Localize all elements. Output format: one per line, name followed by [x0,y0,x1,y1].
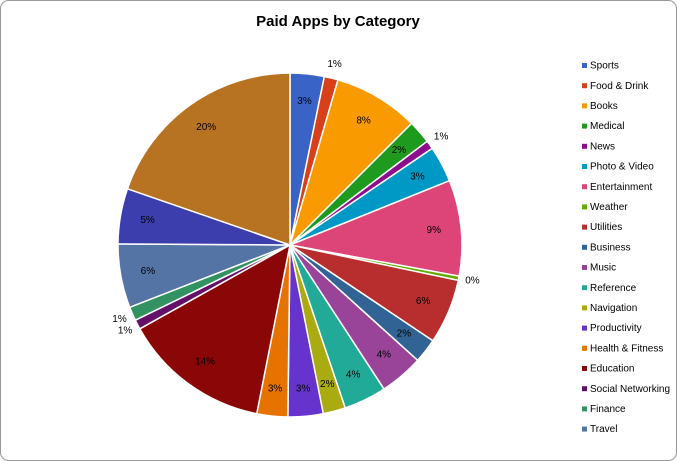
data-label: 3% [297,96,312,107]
legend-swatch [582,345,587,351]
legend-swatch [582,244,587,250]
legend-swatch [582,305,587,311]
legend-label: Photo & Video [590,162,654,173]
legend-label: Books [590,101,618,112]
legend-swatch [582,406,587,412]
legend-swatch [582,366,587,371]
legend-label: Weather [590,202,628,213]
legend-swatch [582,386,587,392]
legend-swatch [582,285,587,291]
data-label: 4% [377,350,392,361]
legend-swatch [582,204,587,210]
data-label: 20% [196,122,216,133]
data-label: 2% [392,145,407,156]
data-label: 9% [427,225,442,236]
legend-swatch [582,123,587,129]
legend-swatch [582,164,587,169]
data-label: 2% [320,379,335,390]
legend-label: Food & Drink [590,81,649,92]
legend-swatch [582,325,587,331]
legend-label: Entertainment [590,182,652,193]
legend-label: Music [590,263,616,274]
data-label: 6% [141,266,156,277]
legend-label: Utilities [590,222,622,233]
legend-label: Health & Fitness [590,343,663,354]
legend-label: Medical [590,121,624,132]
legend-swatch [582,83,587,89]
legend-label: Business [590,242,631,253]
legend-swatch [582,426,587,432]
data-label: 2% [397,329,412,340]
legend-label: Productivity [590,323,642,334]
legend-swatch [582,63,587,68]
legend-label: Travel [590,424,617,435]
legend-label: News [590,141,615,152]
pie-slice [126,72,291,247]
data-label: 5% [140,215,155,226]
legend-label: Sports [590,61,619,72]
legend-label: Social Networking [590,384,670,395]
data-label: 8% [356,115,371,126]
data-label: 1% [434,131,449,142]
data-label: 3% [268,383,283,394]
pie-slice [138,243,292,415]
data-label: 14% [195,357,215,368]
data-label: 1% [327,59,342,70]
legend-swatch [582,103,587,109]
data-label: 0% [465,276,480,287]
data-label: 4% [346,370,361,381]
legend-swatch [582,224,587,230]
chart-title: Paid Apps by Category [256,13,420,30]
legend-label: Education [590,364,634,375]
legend-label: Navigation [590,303,637,314]
data-label: 3% [296,384,311,395]
legend-label: Reference [590,283,637,294]
legend-label: Finance [590,404,626,415]
data-label: 1% [118,326,133,337]
legend-swatch [582,265,587,270]
data-label: 1% [112,314,127,325]
data-label: 3% [410,172,425,183]
legend-swatch [582,184,587,190]
data-label: 6% [416,296,431,307]
legend-swatch [582,143,587,149]
